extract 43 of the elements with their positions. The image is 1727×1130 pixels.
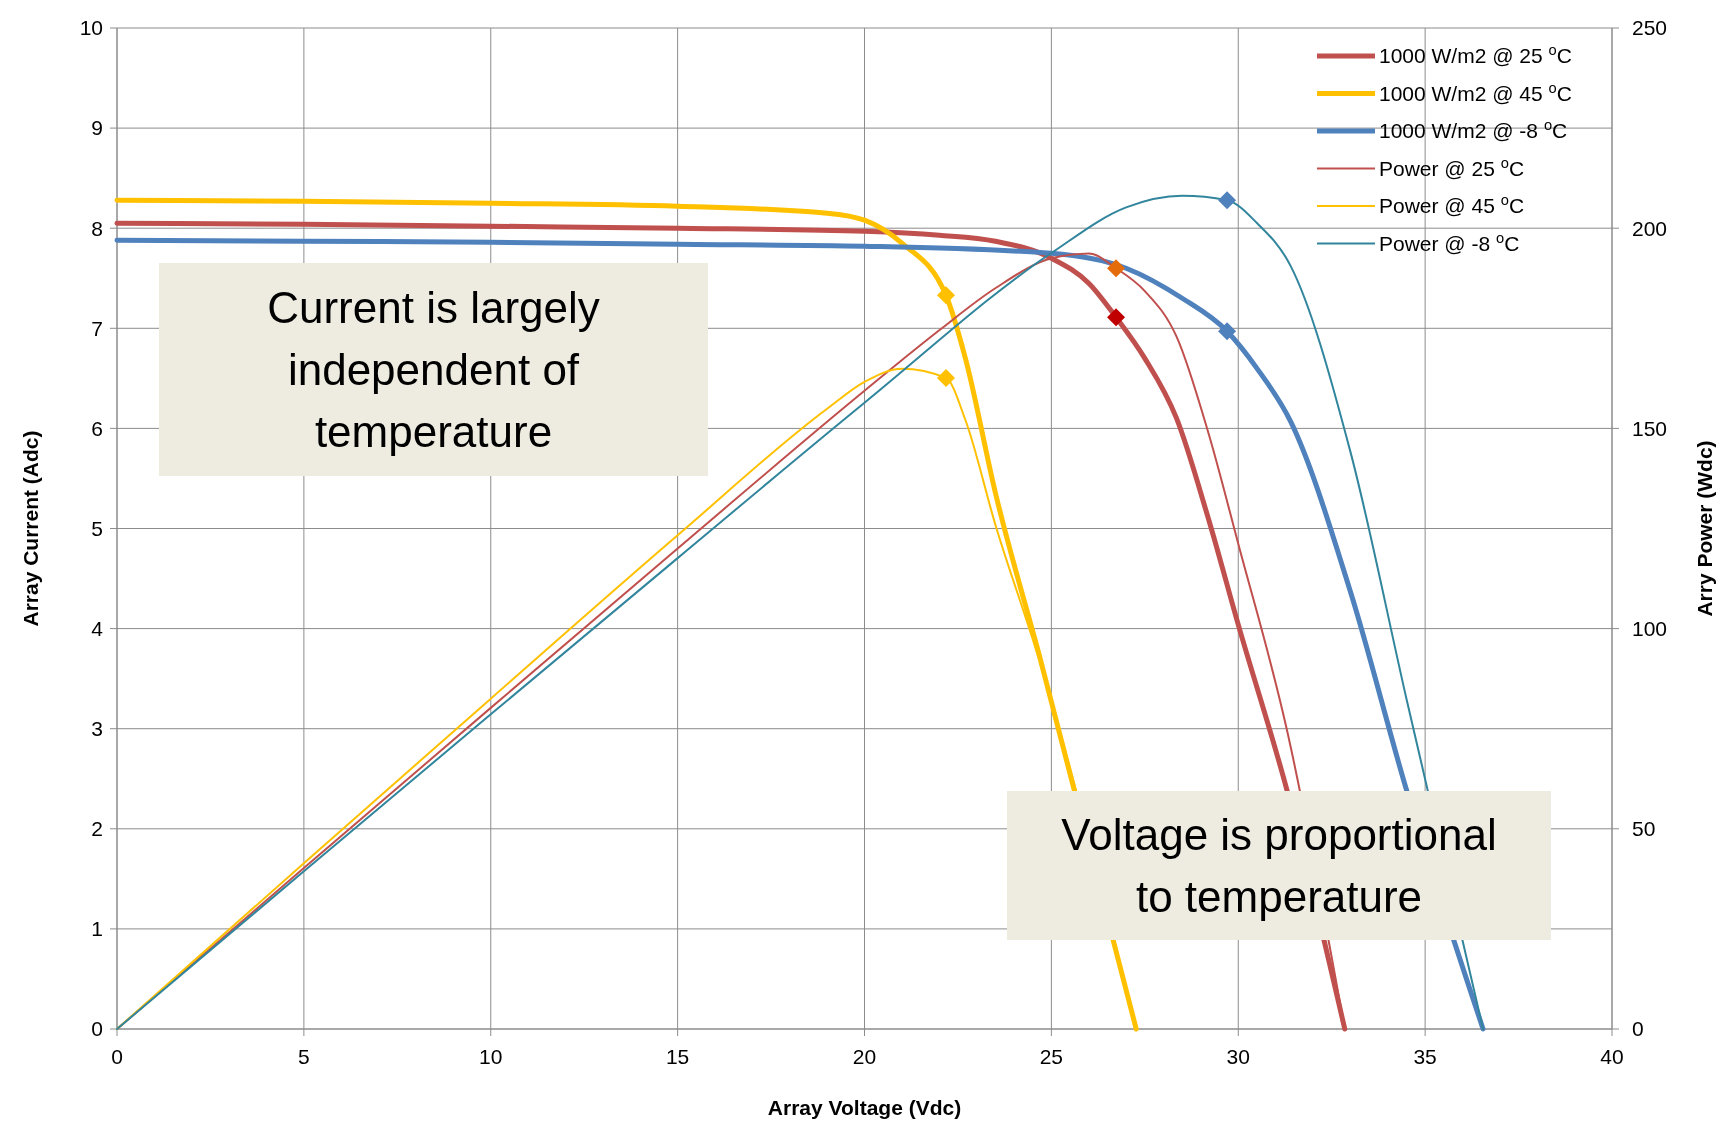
x-tick-label: 10: [479, 1045, 503, 1068]
y2-axis-title: Arry Power (Wdc): [1693, 440, 1716, 617]
y-tick-label: 9: [91, 116, 103, 140]
y2-tick-label: 50: [1632, 817, 1656, 841]
annotation: Voltage is proportional to temperature: [1061, 810, 1497, 921]
y-tick-label: 0: [91, 1017, 103, 1041]
y2-tick-label: 100: [1632, 616, 1668, 640]
y-axis-title: Array Current (Adc): [19, 430, 42, 627]
x-tick-label: 35: [1413, 1045, 1437, 1068]
y-tick-label: 7: [91, 316, 103, 340]
annotation: Current is largely independent of temperature: [267, 283, 600, 456]
point: [936, 286, 955, 305]
y2-tick-label: 200: [1632, 216, 1668, 240]
point: [1107, 308, 1126, 327]
y2-tick-label: 150: [1632, 416, 1668, 440]
point: [1218, 322, 1237, 341]
y-tick-label: 8: [91, 216, 103, 240]
legend-label: Power @ 45 $^{o}$C: [1379, 192, 1525, 218]
x-tick-label: 25: [1039, 1045, 1064, 1068]
legend-label: 1000 W/m2 @ 45 $^{o}$C: [1379, 79, 1572, 105]
x-tick-label: 40: [1600, 1045, 1624, 1068]
x-tick-label: 0: [111, 1045, 123, 1068]
legend-label: 1000 W/m2 @ 25 $^{o}$C: [1379, 42, 1572, 68]
x-tick-label: 15: [665, 1045, 690, 1068]
x-axis-title: Array Voltage (Vdc): [767, 1096, 962, 1119]
legend-label: Power @ -8 $^{o}$C: [1379, 229, 1520, 255]
x-tick-label: 5: [298, 1045, 310, 1068]
legend-label: Power @ 25 $^{o}$C: [1379, 154, 1525, 180]
y-tick-label: 5: [91, 516, 103, 540]
y-tick-label: 4: [91, 616, 104, 640]
point: [1218, 191, 1237, 210]
legend-label: 1000 W/m2 @ -8 $^{o}$C: [1379, 117, 1568, 143]
y-tick-label: 10: [79, 16, 103, 40]
y-tick-label: 3: [91, 717, 103, 741]
y2-tick-label: 250: [1632, 16, 1668, 40]
y2-tick-label: 0: [1632, 1017, 1644, 1041]
point: [936, 368, 955, 387]
x-tick-label: 30: [1226, 1045, 1250, 1068]
x-tick-label: 20: [852, 1045, 877, 1068]
y-tick-label: 6: [91, 416, 103, 440]
point: [1107, 259, 1126, 278]
y-tick-label: 1: [91, 917, 103, 941]
y-tick-label: 2: [91, 817, 103, 841]
